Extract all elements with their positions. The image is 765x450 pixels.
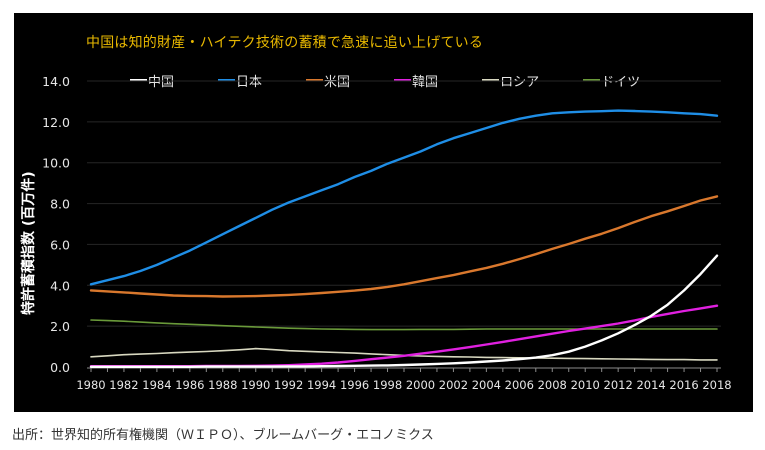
x-tick-label: 1982 [109, 378, 138, 392]
series-line-japan [89, 109, 719, 286]
x-tick-label: 2000 [406, 378, 435, 392]
series-lines [89, 109, 719, 368]
legend-item-china: 中国 [130, 71, 174, 90]
x-tick-label: 2008 [538, 378, 567, 392]
x-tick-labels: 1980 1982 1984 1986 1988 1990 1992 1994 1996 1998… [76, 378, 731, 392]
chart-title: 中国は知的財産・ハイテク技術の蓄積で急速に追い上げている [86, 35, 484, 51]
y-tick-label: 4.0 [50, 278, 70, 293]
x-tick-label: 1988 [208, 378, 237, 392]
x-axis [87, 367, 721, 372]
legend-label-korea: 韓国 [412, 74, 439, 90]
legend-swatch-usa [306, 79, 324, 81]
legend-label-usa: 米国 [324, 74, 351, 90]
legend-label-germany: ドイツ [601, 74, 641, 90]
legend-item-korea: 韓国 [394, 71, 438, 90]
legend-item-russia: ロシア [482, 71, 539, 90]
series-line-usa [89, 195, 719, 298]
legend-swatch-korea [394, 79, 412, 81]
y-tick-label: 6.0 [50, 237, 70, 252]
x-tick-label: 1984 [142, 378, 171, 392]
legend-swatch-china [130, 79, 147, 81]
series-line-russia [90, 347, 718, 361]
x-tick-label: 2002 [439, 378, 468, 392]
legend-label-china: 中国 [148, 74, 175, 90]
x-tick-label: 2004 [472, 378, 501, 392]
x-tick-label: 1998 [373, 378, 402, 392]
x-tick-label: 2014 [636, 378, 665, 392]
legend-swatch-japan [218, 79, 236, 81]
legend-item-germany: ドイツ [583, 71, 640, 90]
legend-item-usa: 米国 [306, 71, 350, 90]
legend-label-russia: ロシア [500, 74, 540, 90]
y-tick-label: 10.0 [42, 156, 70, 171]
x-tick-label: 1994 [307, 378, 336, 392]
y-tick-label: 0.0 [50, 360, 70, 375]
x-tick-label: 1990 [241, 378, 270, 392]
y-tick-label: 12.0 [42, 115, 70, 130]
source-note: 出所：世界知的所有権機関（ＷＩＰＯ）、ブルームバーグ・エコノミクス [12, 428, 434, 443]
legend-item-japan: 日本 [218, 71, 262, 90]
x-tick-label: 2012 [604, 378, 633, 392]
y-tick-label: 2.0 [50, 319, 70, 334]
gridlines [87, 80, 721, 327]
x-tick-label: 1992 [274, 378, 303, 392]
y-tick-label: 14.0 [42, 74, 70, 89]
series-line-china [89, 254, 719, 368]
legend-label-japan: 日本 [236, 74, 263, 90]
x-tick-label: 2010 [571, 378, 600, 392]
series-line-germany [90, 319, 718, 331]
y-tick-label: 8.0 [50, 197, 70, 212]
legend: 中国 日本 米国 韓国 ロシア ドイツ [130, 70, 640, 90]
x-tick-label: 2006 [505, 378, 534, 392]
y-tick-labels: 0.0 2.0 4.0 6.0 8.0 10.0 12.0 14.0 [42, 74, 70, 375]
x-tick-label: 2016 [669, 378, 698, 392]
legend-swatch-russia [482, 79, 500, 81]
x-tick-label: 2018 [702, 378, 731, 392]
x-tick-label: 1980 [76, 378, 105, 392]
series-line-korea [89, 304, 719, 368]
legend-swatch-germany [583, 79, 601, 81]
x-tick-label: 1986 [175, 378, 204, 392]
x-tick-label: 1996 [340, 378, 369, 392]
